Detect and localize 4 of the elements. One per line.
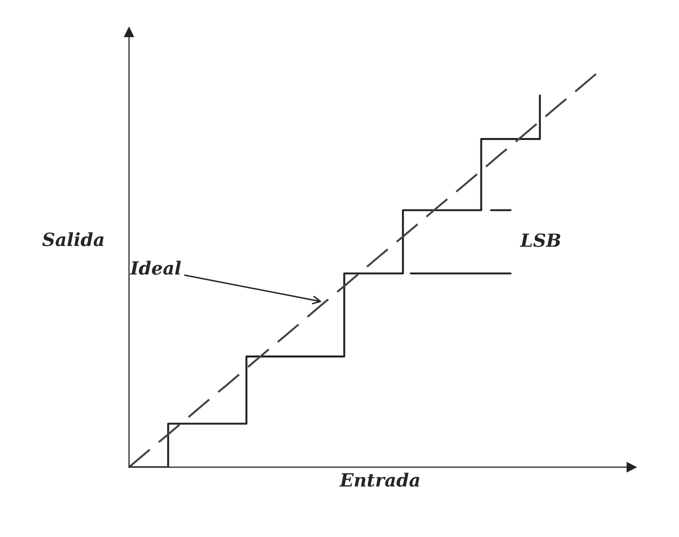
annotation: Ideal (130, 260, 181, 275)
annotation: LSB (520, 233, 560, 248)
x-axis-title: Entrada (339, 472, 420, 487)
y-axis-title: Salida (42, 232, 104, 246)
